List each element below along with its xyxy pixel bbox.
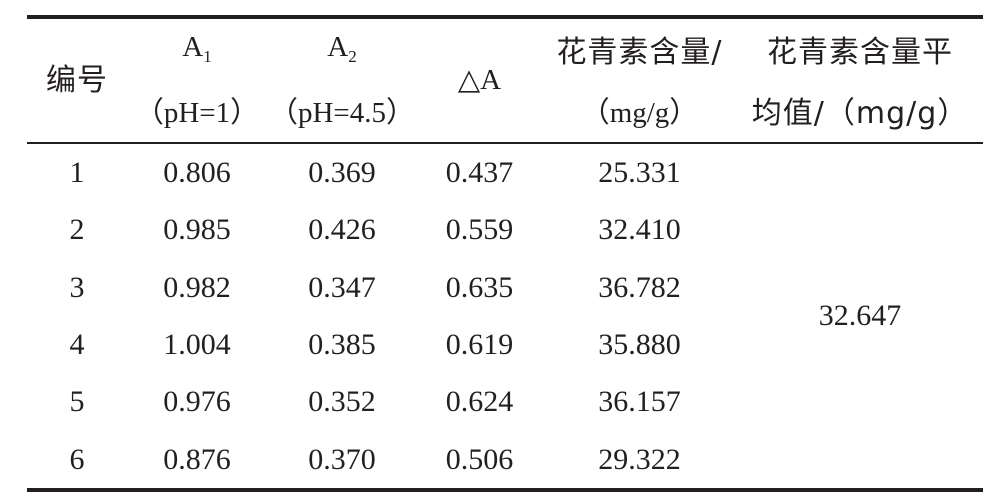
- table-row: 3 0.982 0.347 0.635 36.782: [27, 259, 983, 316]
- cell-a1: 0.806: [163, 156, 231, 190]
- cell-id: 2: [69, 213, 85, 247]
- header-row-2: （pH=1） （pH=4.5） （mg/g） 均值/（mg/g）: [27, 85, 983, 142]
- header-a2-base: A: [327, 31, 349, 63]
- header-a1-cond: （pH=1）: [134, 97, 260, 129]
- cell-delta: 0.624: [445, 385, 514, 419]
- header-id: 编号: [46, 63, 108, 98]
- header-a1-sub: 1: [203, 47, 212, 66]
- header-content-line1: 花青素含量/: [556, 34, 723, 70]
- cell-a2: 0.370: [308, 442, 376, 476]
- cell-delta: 0.437: [445, 156, 514, 190]
- cell-id: 1: [69, 156, 85, 190]
- data-table: 编号 A1 A2 △A 花青素含量/ 花青素含量平 （pH=1） （pH=4.5…: [27, 19, 983, 142]
- cell-a1: 0.976: [163, 385, 231, 419]
- cell-id: 3: [69, 270, 85, 304]
- cell-delta: 0.635: [445, 270, 514, 304]
- cell-a2: 0.385: [308, 328, 376, 362]
- cell-a2: 0.426: [308, 213, 376, 247]
- cell-mean: 32.647: [818, 299, 902, 333]
- header-mean-line1: 花青素含量平: [767, 34, 953, 70]
- cell-delta: 0.619: [445, 328, 514, 362]
- header-row-1: 编号 A1 A2 △A 花青素含量/ 花青素含量平: [27, 19, 983, 98]
- header-a1-base: A: [182, 31, 204, 63]
- top-rule: [27, 15, 983, 19]
- table-row: 5 0.976 0.352 0.624 36.157: [27, 373, 983, 430]
- cell-delta: 0.506: [445, 442, 514, 476]
- header-a2-sub: 2: [348, 47, 357, 66]
- cell-id: 4: [69, 328, 85, 362]
- cell-content: 32.410: [598, 213, 681, 247]
- cell-content: 29.322: [598, 442, 681, 476]
- bottom-rule: [27, 487, 983, 492]
- cell-content: 36.782: [598, 270, 681, 304]
- cell-content: 25.331: [598, 156, 681, 190]
- table-row: 6 0.876 0.370 0.506 29.322: [27, 430, 983, 487]
- cell-delta: 0.559: [445, 213, 514, 247]
- cell-content: 35.880: [598, 328, 681, 362]
- table-row: 2 0.985 0.426 0.559 32.410: [27, 201, 983, 258]
- cell-a2: 0.347: [308, 270, 376, 304]
- cell-a1: 0.982: [163, 270, 231, 304]
- table-row: 4 1.004 0.385 0.619 35.880: [27, 316, 983, 373]
- cell-a2: 0.369: [308, 156, 376, 190]
- header-content-line2: （mg/g）: [580, 97, 699, 129]
- header-a1: A1: [127, 19, 267, 85]
- cell-id: 6: [69, 442, 85, 476]
- cell-a1: 0.985: [163, 213, 231, 247]
- header-a2-cond: （pH=4.5）: [268, 97, 416, 129]
- header-mean-line2: 均值/（mg/g）: [751, 96, 969, 131]
- cell-a1: 0.876: [163, 442, 231, 476]
- cell-a1: 1.004: [163, 328, 231, 362]
- header-a2: A2: [267, 19, 417, 85]
- header-rule: [27, 142, 983, 144]
- header-delta: △A: [457, 64, 502, 96]
- cell-id: 5: [69, 385, 85, 419]
- cell-a2: 0.352: [308, 385, 376, 419]
- data-table-body: 1 0.806 0.369 0.437 25.331 32.647 2 0.98…: [27, 144, 983, 488]
- cell-content: 36.157: [598, 385, 681, 419]
- anthocyanin-table: 编号 A1 A2 △A 花青素含量/ 花青素含量平 （pH=1） （pH=4.5…: [27, 15, 983, 492]
- table-row: 1 0.806 0.369 0.437 25.331 32.647: [27, 144, 983, 332]
